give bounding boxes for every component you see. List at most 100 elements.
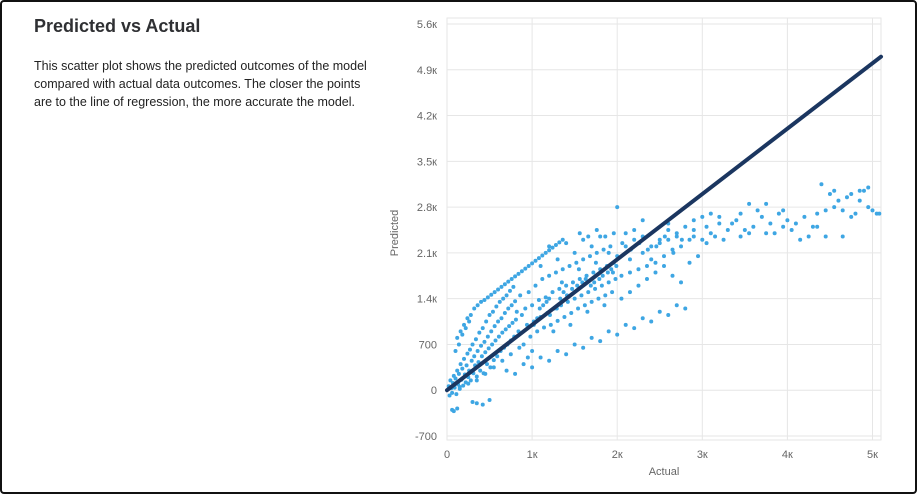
data-point [467,347,472,352]
data-point [560,237,565,242]
data-point [853,211,858,216]
data-point [555,318,560,323]
data-point [451,409,456,414]
data-point [472,306,477,311]
regression-line [445,54,883,393]
data-point [533,283,538,288]
data-point [536,297,541,302]
data-point [823,234,828,239]
x-tick-label: 2к [612,449,623,461]
data-point [610,270,615,275]
data-point [496,287,501,292]
data-point [526,290,531,295]
data-point [806,234,811,239]
data-point [447,393,452,398]
data-point [456,371,461,376]
data-point [537,306,542,311]
data-point [564,283,569,288]
data-point [474,401,479,406]
data-point [496,334,501,339]
data-point [653,270,658,275]
data-point [489,292,494,297]
data-point [453,376,458,381]
data-point [662,263,666,268]
data-point [587,254,592,259]
data-point [781,208,786,213]
data-point [674,231,679,236]
data-point [704,224,709,229]
data-point [793,221,798,226]
data-point [530,261,535,266]
data-point [738,234,743,239]
data-point [679,280,684,285]
data-point [598,234,603,239]
data-point [468,378,473,383]
data-point [523,266,528,271]
data-point [776,211,781,216]
data-point [623,244,628,249]
data-point [472,354,477,359]
data-point [623,231,628,236]
data-point [832,188,837,193]
data-point [679,237,684,242]
data-point [450,390,455,395]
data-point [478,368,483,373]
data-point [844,195,849,200]
data-point [582,303,587,308]
data-point [454,392,459,397]
data-point [548,322,553,327]
data-point [519,313,524,318]
data-point [544,299,549,304]
data-point [550,245,555,250]
data-point [516,271,521,276]
data-point [581,345,586,350]
data-point [526,263,531,268]
data-point [456,342,461,347]
data-point [730,221,735,226]
data-point [473,337,478,342]
data-point [509,277,514,282]
data-point [577,231,582,236]
data-point [832,205,837,210]
data-point [557,286,562,291]
data-point [670,273,675,278]
data-point [840,208,845,213]
data-point [543,250,548,255]
data-point [474,374,479,379]
data-point [547,248,552,253]
y-tick-label: 700 [419,339,437,351]
data-point [674,234,679,239]
data-point [589,335,594,340]
x-tick-labels: 0 1к 2к 3к 4к 5к [444,449,878,461]
data-point [536,256,541,261]
data-point [679,244,684,249]
data-point [557,240,562,245]
data-point [785,218,790,223]
data-point [502,282,507,287]
data-point [576,267,581,272]
data-point [572,342,577,347]
data-point [593,260,598,265]
data-point [484,319,489,324]
data-point [491,365,496,370]
data-point [543,295,548,300]
data-point [490,342,495,347]
data-point [827,192,832,197]
data-point [627,290,632,295]
data-point [691,234,696,239]
x-axis-title: Actual [649,466,680,478]
data-point [606,250,611,255]
data-point [581,257,586,262]
data-point [553,243,558,248]
data-point [649,244,654,249]
data-point [485,295,490,300]
data-point [528,334,533,339]
data-point [521,362,526,367]
data-point [691,218,696,223]
data-point [562,314,567,319]
data-point [503,327,508,332]
data-point [696,254,701,259]
data-point [499,284,504,289]
